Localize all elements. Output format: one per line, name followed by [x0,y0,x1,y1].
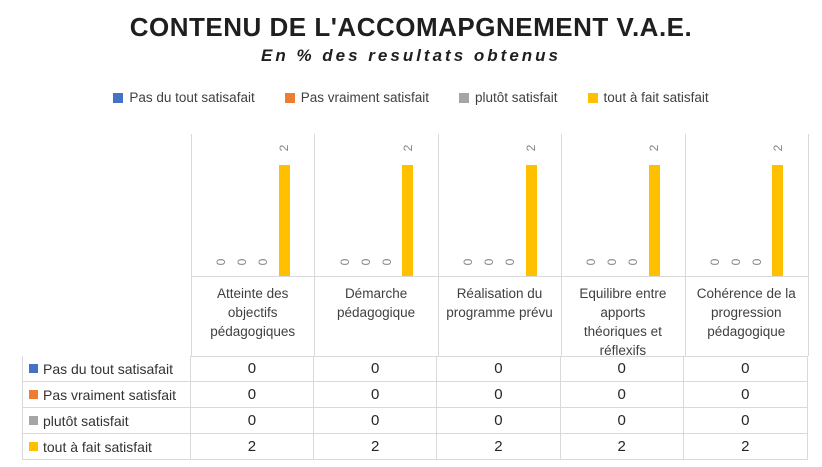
data-label: 0 [503,258,517,266]
category-label-2: Réalisation du programme prévu [446,286,553,321]
legend-item-1: Pas vraiment satisfait [284,90,429,105]
table-cell: 0 [741,412,750,429]
category-label-3: Equilibre entre apports théoriques et ré… [579,286,667,359]
table-cell: 2 [561,434,684,459]
x-axis-line [191,276,808,277]
table-row-label: Pas vraiment satisfait [43,386,177,403]
table-row-2: plutôt satisfait 0 0 0 0 0 [23,408,807,434]
legend-swatch-icon [113,92,124,103]
table-cell: 0 [191,408,315,433]
data-label: 0 [584,258,599,266]
table-cell: 0 [191,382,315,407]
table-cell: 0 [314,382,438,407]
table-cell: 2 [314,434,438,459]
table-row-1: Pas vraiment satisfait 0 0 0 0 0 [23,382,807,408]
series-swatch-icon [29,390,38,399]
series-swatch-icon [29,442,38,451]
data-label: 0 [482,258,496,266]
chart-subtitle: En % des resultats obtenus [261,46,561,65]
table-cell: 0 [437,408,561,433]
table-row-header: Pas du tout satisafait [23,356,191,381]
data-label: 0 [707,258,722,266]
data-label: 2 [647,144,662,152]
chart-legend: Pas du tout satisafait Pas vraiment satis… [0,90,822,105]
table-row-label: tout à fait satisfait [43,438,152,455]
category-gridline [437,134,439,356]
data-table: Pas du tout satisafait 0 0 0 0 0 Pas vraiment … [22,356,808,460]
data-label: 0 [214,258,229,266]
table-cell: 2 [741,438,750,455]
category-gridline [684,134,686,356]
category-axis-labels: Atteinte des objectifs pédagogiques Démar… [191,276,808,361]
table-cell: 2 [437,434,561,459]
table-cell: 0 [314,408,438,433]
category-label-0: Atteinte des objectifs pédagogiques [210,286,296,340]
legend-swatch-icon [459,92,469,103]
table-row-label: Pas du tout satisafait [43,360,173,377]
category-gridline [561,134,563,356]
table-row-0: Pas du tout satisafait 0 0 0 0 0 [23,356,807,382]
table-row-label: plutôt satisfait [43,412,129,429]
data-label: 0 [379,258,394,266]
bar-tout-à-fait-satisfait [278,165,290,276]
table-cell: 0 [741,360,750,377]
data-table-top-border [191,356,808,357]
table-cell: 0 [314,356,438,381]
legend-swatch-icon [587,92,598,103]
bar-tout-à-fait-satisfait [525,165,537,276]
data-label: 2 [524,144,538,152]
data-label: 0 [728,258,743,266]
legend-item-0: Pas du tout satisafait [113,90,255,105]
data-label: 0 [256,258,271,266]
bar-tout-à-fait-satisfait [402,165,414,276]
data-label: 0 [605,258,620,266]
data-label: 0 [358,258,373,266]
table-cell: 0 [437,382,561,407]
data-label: 0 [235,258,250,266]
table-row-header: Pas vraiment satisfait [23,382,191,407]
bar-tout-à-fait-satisfait [772,165,784,276]
data-label: 0 [749,258,764,266]
legend-label: tout à fait satisfait [603,90,709,105]
legend-swatch-icon [284,92,295,103]
series-swatch-icon [29,416,38,425]
chart-title: CONTENU DE L'ACCOMAPGNEMENT V.A.E. [129,12,693,42]
table-row-header: plutôt satisfait [23,408,191,433]
data-label: 0 [626,258,641,266]
legend-label: plutôt satisfait [475,90,558,105]
table-row-3: tout à fait satisfait 2 2 2 2 2 [23,434,807,460]
data-label: 2 [770,144,785,152]
series-swatch-icon [29,364,38,373]
data-label: 2 [277,144,292,152]
table-cell: 0 [191,356,315,381]
table-row-header: tout à fait satisfait [23,434,191,459]
table-cell: 0 [437,356,561,381]
legend-label: Pas du tout satisafait [129,90,255,105]
category-gridline [314,134,316,356]
data-label: 0 [337,258,352,266]
data-label: 0 [461,258,475,266]
category-label-4: Cohérence de la progression pédagogique [696,286,796,340]
category-gridline [808,134,809,356]
bar-tout-à-fait-satisfait [648,165,660,276]
legend-item-3: tout à fait satisfait [587,90,709,105]
table-cell: 0 [561,382,684,407]
table-cell: 0 [561,408,684,433]
category-gridline [191,134,192,356]
legend-label: Pas vraiment satisfait [300,90,429,105]
data-label: 2 [400,144,415,152]
table-cell: 0 [741,386,750,403]
legend-item-2: plutôt satisfait [459,90,558,105]
category-label-1: Démarche pédagogique [337,286,416,321]
table-cell: 2 [191,434,315,459]
table-cell: 0 [561,356,684,381]
